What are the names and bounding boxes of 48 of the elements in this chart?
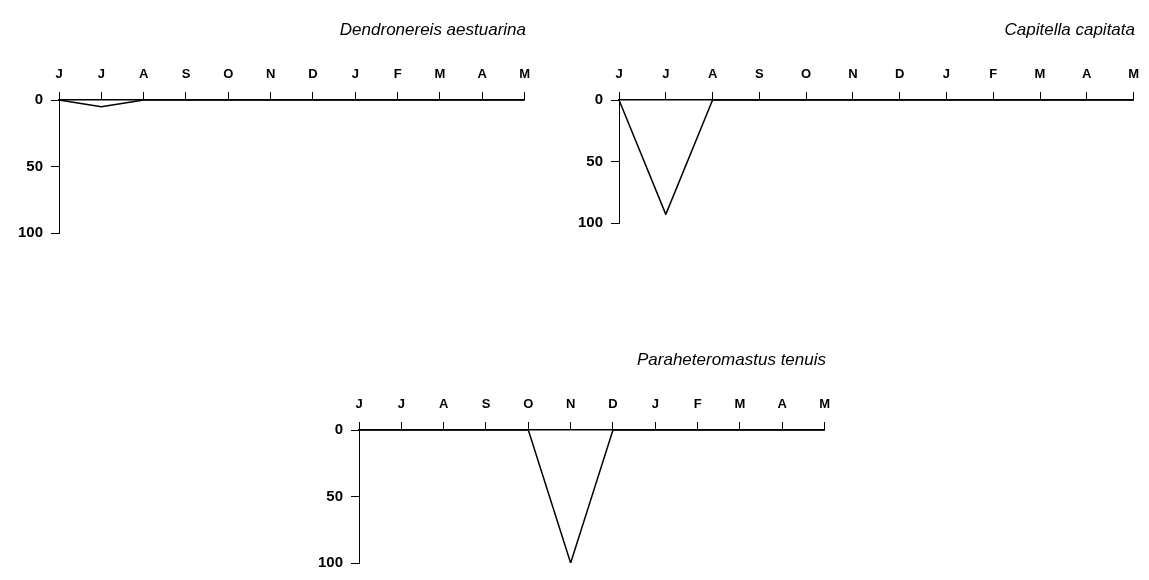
- y-tick-label: 0: [334, 420, 344, 438]
- x-tick-label: M: [819, 395, 831, 411]
- x-tick-label: O: [223, 65, 234, 81]
- x-tick-label: D: [308, 65, 318, 81]
- x-tick-label: D: [895, 65, 905, 81]
- x-tick-label: O: [801, 65, 812, 81]
- x-tick-label: A: [707, 65, 718, 81]
- y-tick-label: 100: [318, 553, 344, 571]
- x-tick-label: S: [181, 65, 191, 81]
- x-tick-label: J: [651, 395, 659, 411]
- x-tick-label: M: [519, 65, 531, 81]
- x-tick-label: J: [397, 395, 405, 411]
- x-tick-label: A: [777, 395, 788, 411]
- x-tick-label: M: [434, 65, 446, 81]
- x-tick-label: J: [662, 65, 670, 81]
- y-tick-label: 50: [26, 156, 44, 174]
- x-tick-label: J: [942, 65, 951, 81]
- x-tick-label: J: [97, 65, 105, 81]
- x-tick-label: M: [1034, 65, 1046, 81]
- x-tick-label: J: [55, 65, 63, 81]
- y-tick-label: 100: [18, 223, 44, 241]
- x-tick-label: A: [138, 65, 149, 81]
- y-tick-label: 0: [594, 90, 604, 108]
- x-tick-label: M: [1128, 65, 1140, 81]
- x-tick-label: O: [523, 395, 534, 411]
- x-tick-label: F: [393, 65, 402, 81]
- chart-title: Paraheteromastus tenuis: [637, 349, 827, 369]
- x-tick-label: N: [565, 395, 576, 411]
- x-tick-label: J: [615, 65, 623, 81]
- x-tick-label: F: [989, 65, 998, 81]
- x-tick-label: N: [848, 65, 858, 81]
- x-tick-label: D: [608, 395, 618, 411]
- chart-title: Dendronereis aestuarina: [339, 19, 526, 39]
- y-tick-label: 100: [578, 213, 604, 231]
- x-tick-label: J: [351, 65, 359, 81]
- chart-title: Capitella capitata: [1004, 19, 1135, 39]
- x-tick-label: S: [481, 395, 491, 411]
- x-tick-label: A: [1082, 65, 1093, 81]
- x-tick-label: F: [693, 395, 702, 411]
- x-tick-label: S: [755, 65, 765, 81]
- x-tick-label: J: [355, 395, 363, 411]
- x-tick-label: A: [477, 65, 488, 81]
- x-tick-label: N: [265, 65, 276, 81]
- x-tick-label: M: [734, 395, 746, 411]
- y-tick-label: 50: [586, 151, 604, 169]
- y-tick-label: 50: [326, 486, 344, 504]
- y-tick-label: 0: [34, 90, 44, 108]
- x-tick-label: A: [438, 395, 449, 411]
